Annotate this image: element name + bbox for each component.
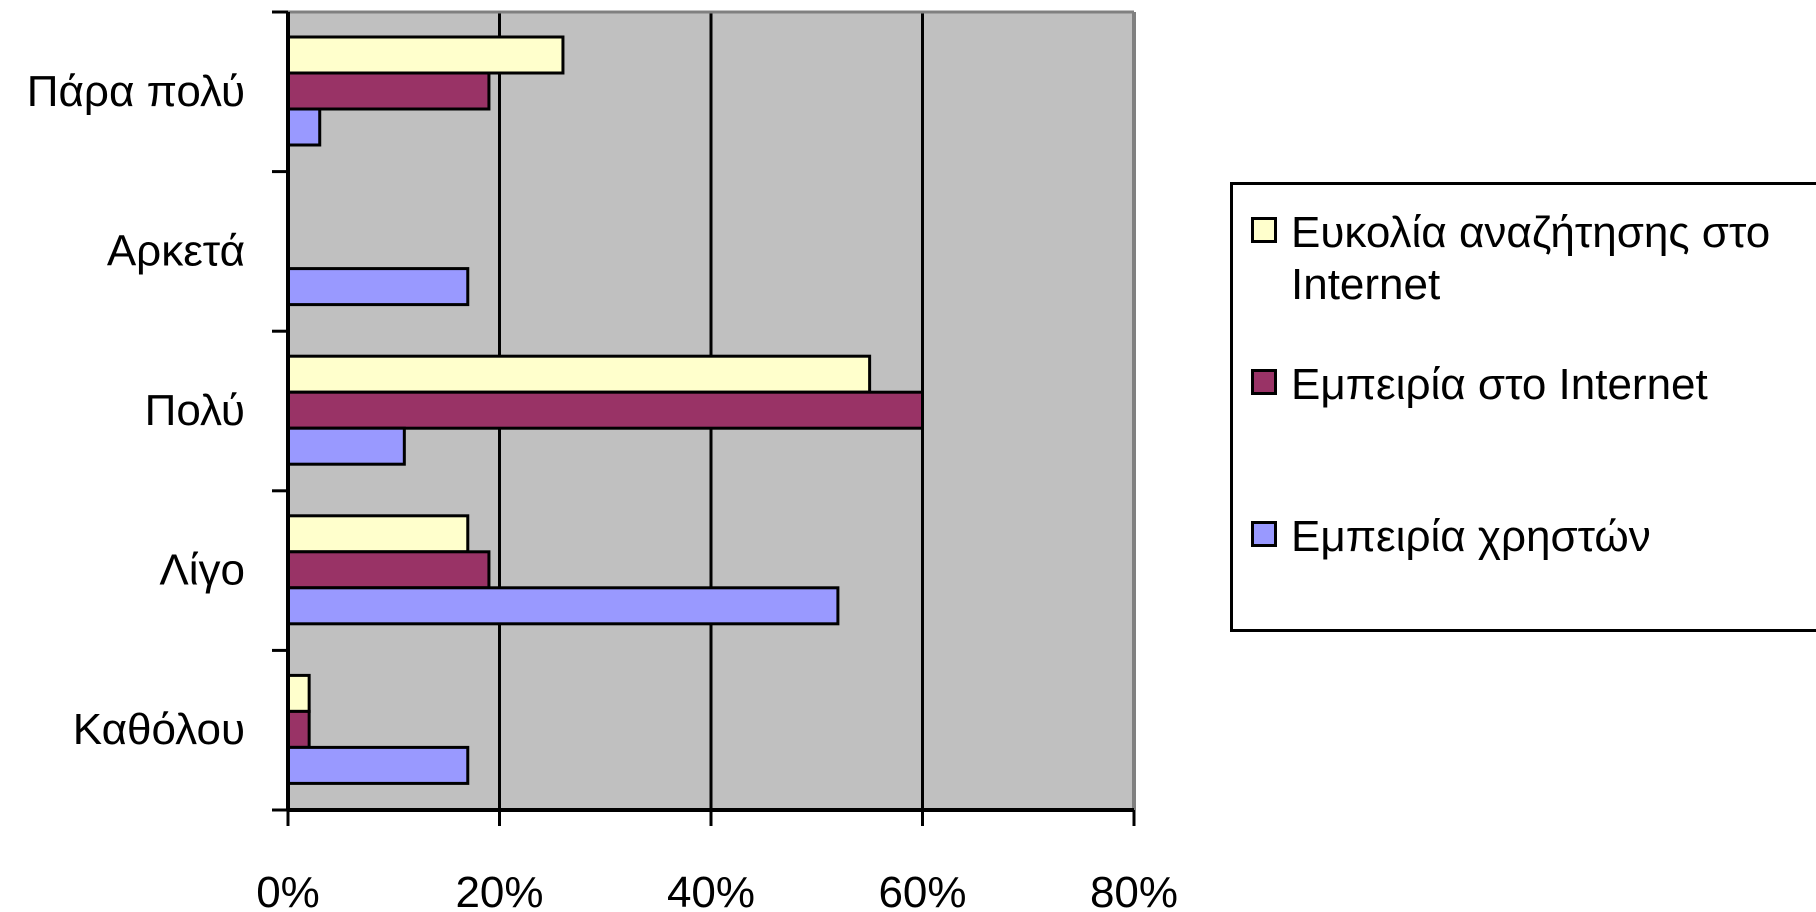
bar-καθόλου-series-3 <box>286 745 470 785</box>
bar-πάρα-πολύ-series-3 <box>286 107 322 147</box>
bar-λίγο-series-1 <box>286 514 470 554</box>
bar-πάρα-πολύ-series-1 <box>286 35 565 75</box>
x-tick-label-2: 40% <box>667 868 755 912</box>
x-tick-label-1: 20% <box>455 868 543 912</box>
bar-λίγο-series-2 <box>286 550 491 590</box>
category-label-πάρα-πολύ: Πάρα πολύ <box>27 67 245 116</box>
bar-πολύ-series-2 <box>286 390 924 430</box>
legend-swatch-search-ease <box>1251 217 1277 243</box>
legend-swatch-internet-experience <box>1251 369 1277 395</box>
bar-αρκετά-series-3 <box>286 267 470 307</box>
bar-καθόλου-series-1 <box>286 673 311 713</box>
bar-λίγο-series-3 <box>286 586 840 626</box>
legend-item-search-ease: Ευκολία αναζήτησης στο Internet <box>1251 207 1811 311</box>
bar-καθόλου-series-2 <box>286 709 311 749</box>
legend-label-user-experience: Εμπειρία χρηστών <box>1291 512 1651 561</box>
category-label-λίγο: Λίγο <box>159 546 245 595</box>
bar-πολύ-series-1 <box>286 354 872 394</box>
category-label-πολύ: Πολύ <box>145 386 245 435</box>
x-tick-label-0: 0% <box>256 868 320 912</box>
legend-item-user-experience: Εμπειρία χρηστών <box>1251 511 1811 563</box>
legend-label-internet-experience: Εμπειρία στο Internet <box>1291 360 1708 409</box>
legend-label-search-ease: Ευκολία αναζήτησης στο Internet <box>1291 208 1771 309</box>
legend-swatch-user-experience <box>1251 521 1277 547</box>
category-label-καθόλου: Καθόλου <box>73 705 245 754</box>
legend-item-internet-experience: Εμπειρία στο Internet <box>1251 359 1811 411</box>
x-tick-label-3: 60% <box>878 868 966 912</box>
bar-πολύ-series-3 <box>286 426 406 466</box>
x-tick-label-4: 80% <box>1090 868 1178 912</box>
category-label-αρκετά: Αρκετά <box>107 226 245 275</box>
legend: Ευκολία αναζήτησης στο Internet Εμπειρία… <box>1230 182 1816 632</box>
bar-πάρα-πολύ-series-2 <box>286 71 491 111</box>
